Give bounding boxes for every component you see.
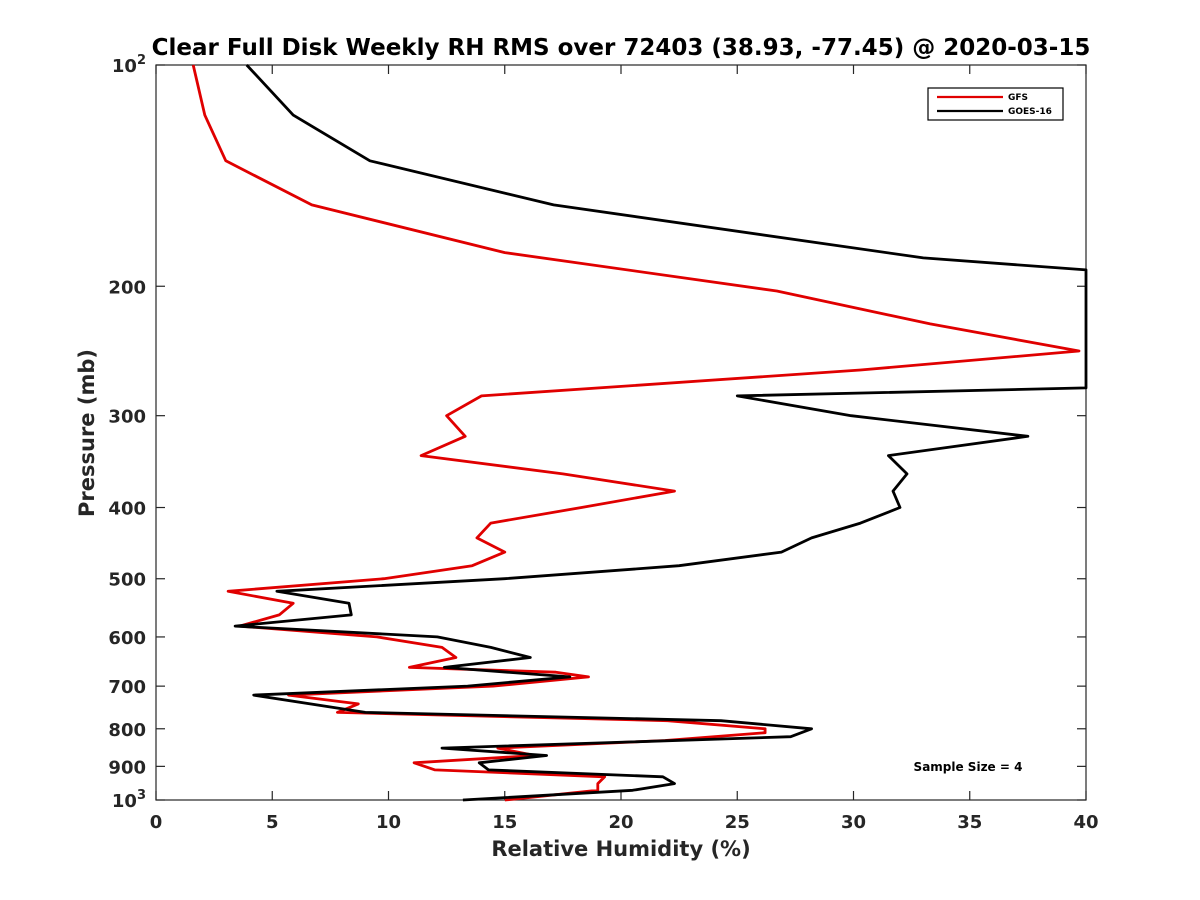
x-axis: 0 5 10 15 20 25 30 35 40	[150, 65, 1099, 833]
x-tick-label: 10	[376, 812, 401, 833]
x-tick-label: 0	[150, 812, 163, 833]
x-tick-label: 20	[608, 812, 633, 833]
y-tick-label: 300	[108, 407, 146, 428]
x-axis-label: Relative Humidity (%)	[491, 837, 750, 861]
y-tick-label: 800	[108, 720, 146, 741]
y-tick-label: 400	[108, 499, 146, 520]
legend-label-gfs: GFS	[1008, 93, 1028, 103]
y-tick-label: 500	[108, 570, 146, 591]
y-tick-label: 102	[112, 53, 146, 77]
y-tick-label: 200	[108, 277, 146, 298]
series-line-goes16	[233, 64, 1088, 802]
chart-title: Clear Full Disk Weekly RH RMS over 72403…	[152, 35, 1091, 61]
x-tick-label: 30	[841, 812, 866, 833]
series-lines	[191, 64, 1088, 802]
x-tick-label: 40	[1073, 812, 1098, 833]
x-tick-label: 15	[492, 812, 517, 833]
y-tick-label: 103	[112, 788, 146, 812]
y-tick-label: 700	[108, 677, 146, 698]
sample-size-annotation: Sample Size = 4	[914, 760, 1023, 774]
y-axis: 102 200 300 400 500 600 700 800 900 103	[108, 53, 1086, 812]
y-tick-label: 900	[108, 757, 146, 778]
legend-label-goes16: GOES-16	[1008, 107, 1052, 117]
x-tick-label: 25	[725, 812, 750, 833]
x-tick-label: 35	[957, 812, 982, 833]
legend-box	[927, 87, 1064, 121]
x-tick-label: 5	[266, 812, 279, 833]
y-axis-label: Pressure (mb)	[75, 349, 99, 517]
y-tick-label: 600	[108, 628, 146, 649]
legend: GFS GOES-16	[927, 87, 1064, 121]
